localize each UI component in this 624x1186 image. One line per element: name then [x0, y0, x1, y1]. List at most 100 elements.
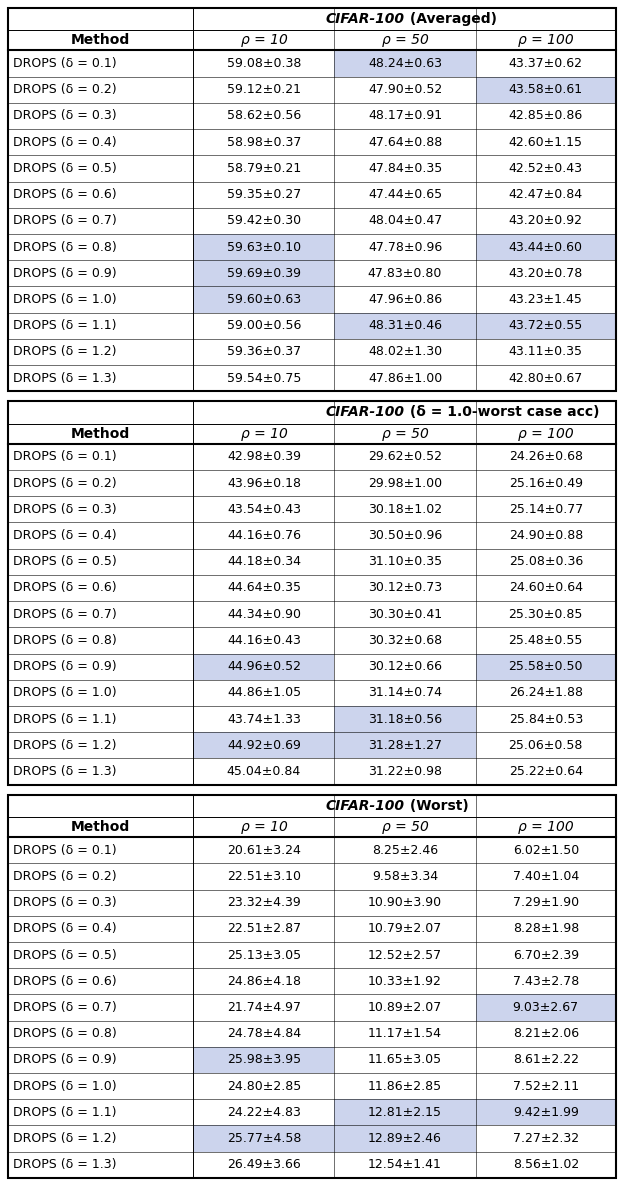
Text: DROPS (δ = 0.2): DROPS (δ = 0.2) — [13, 477, 117, 490]
Bar — [334, 575, 475, 601]
Bar — [475, 496, 616, 522]
Bar — [8, 1073, 193, 1099]
Text: 9.03±2.67: 9.03±2.67 — [513, 1001, 579, 1014]
Bar — [8, 732, 193, 758]
Text: 30.30±0.41: 30.30±0.41 — [368, 607, 442, 620]
Bar — [334, 286, 475, 313]
Text: DROPS (δ = 0.3): DROPS (δ = 0.3) — [13, 897, 117, 910]
Bar — [475, 1021, 616, 1047]
Bar — [8, 444, 193, 470]
Text: 47.86±1.00: 47.86±1.00 — [368, 371, 442, 384]
Bar — [475, 732, 616, 758]
Text: 30.18±1.02: 30.18±1.02 — [368, 503, 442, 516]
Text: DROPS (δ = 0.2): DROPS (δ = 0.2) — [13, 83, 117, 96]
Bar — [475, 77, 616, 103]
Bar — [8, 653, 193, 680]
Text: 9.42±1.99: 9.42±1.99 — [513, 1105, 578, 1118]
Text: (δ = 1.0-worst case acc): (δ = 1.0-worst case acc) — [405, 406, 599, 420]
Text: 47.96±0.86: 47.96±0.86 — [368, 293, 442, 306]
Bar — [193, 1047, 334, 1073]
Text: 43.20±0.92: 43.20±0.92 — [509, 215, 583, 228]
Bar — [193, 680, 334, 706]
Bar — [475, 653, 616, 680]
Bar — [334, 706, 475, 732]
Text: 48.24±0.63: 48.24±0.63 — [368, 57, 442, 70]
Bar — [475, 758, 616, 785]
Bar — [475, 234, 616, 260]
Bar — [8, 942, 193, 968]
Bar — [475, 470, 616, 496]
Text: 12.89±2.46: 12.89±2.46 — [368, 1133, 442, 1146]
Text: 31.18±0.56: 31.18±0.56 — [368, 713, 442, 726]
Bar — [475, 313, 616, 339]
Text: 12.54±1.41: 12.54±1.41 — [368, 1159, 442, 1172]
Bar — [334, 1047, 475, 1073]
Text: DROPS (δ = 0.4): DROPS (δ = 0.4) — [13, 135, 117, 148]
Text: 25.08±0.36: 25.08±0.36 — [509, 555, 583, 568]
Text: DROPS (δ = 0.7): DROPS (δ = 0.7) — [13, 1001, 117, 1014]
Bar — [475, 837, 616, 863]
Text: 29.98±1.00: 29.98±1.00 — [368, 477, 442, 490]
Text: 42.85±0.86: 42.85±0.86 — [509, 109, 583, 122]
Bar — [475, 181, 616, 208]
Bar — [8, 260, 193, 286]
Text: 44.34±0.90: 44.34±0.90 — [227, 607, 301, 620]
Bar — [475, 549, 616, 575]
Bar — [193, 496, 334, 522]
Bar — [193, 1021, 334, 1047]
Bar — [334, 758, 475, 785]
Text: 47.78±0.96: 47.78±0.96 — [368, 241, 442, 254]
Bar — [193, 444, 334, 470]
Bar — [475, 51, 616, 77]
Bar — [193, 627, 334, 653]
Text: 24.78±4.84: 24.78±4.84 — [227, 1027, 301, 1040]
Bar — [8, 8, 616, 391]
Bar — [475, 1047, 616, 1073]
Bar — [475, 339, 616, 365]
Bar — [334, 890, 475, 916]
Bar — [193, 968, 334, 994]
Bar — [334, 260, 475, 286]
Text: 59.12±0.21: 59.12±0.21 — [227, 83, 301, 96]
Bar — [475, 863, 616, 890]
Text: DROPS (δ = 0.9): DROPS (δ = 0.9) — [13, 1053, 117, 1066]
Text: DROPS (δ = 0.4): DROPS (δ = 0.4) — [13, 529, 117, 542]
Text: 43.96±0.18: 43.96±0.18 — [227, 477, 301, 490]
Bar — [334, 339, 475, 365]
Text: DROPS (δ = 0.6): DROPS (δ = 0.6) — [13, 189, 117, 202]
Text: DROPS (δ = 1.3): DROPS (δ = 1.3) — [13, 371, 117, 384]
Text: 24.90±0.88: 24.90±0.88 — [509, 529, 583, 542]
Bar — [8, 339, 193, 365]
Text: 24.80±2.85: 24.80±2.85 — [227, 1079, 301, 1092]
Text: 31.10±0.35: 31.10±0.35 — [368, 555, 442, 568]
Bar — [8, 601, 193, 627]
Bar — [475, 575, 616, 601]
Bar — [334, 601, 475, 627]
Text: DROPS (δ = 1.0): DROPS (δ = 1.0) — [13, 1079, 117, 1092]
Text: Method: Method — [71, 427, 130, 441]
Bar — [8, 51, 193, 77]
Text: DROPS (δ = 0.6): DROPS (δ = 0.6) — [13, 975, 117, 988]
Text: 25.13±3.05: 25.13±3.05 — [227, 949, 301, 962]
Bar — [475, 680, 616, 706]
Bar — [193, 916, 334, 942]
Bar — [193, 942, 334, 968]
Text: 42.52±0.43: 42.52±0.43 — [509, 162, 583, 174]
Bar — [334, 994, 475, 1021]
Text: 26.49±3.66: 26.49±3.66 — [227, 1159, 301, 1172]
Bar — [8, 208, 193, 234]
Bar — [8, 234, 193, 260]
Text: ρ = 50: ρ = 50 — [382, 33, 429, 47]
Bar — [334, 208, 475, 234]
Bar — [8, 496, 193, 522]
Bar — [8, 401, 616, 423]
Text: 25.30±0.85: 25.30±0.85 — [509, 607, 583, 620]
Bar — [334, 837, 475, 863]
Bar — [334, 496, 475, 522]
Text: 42.47±0.84: 42.47±0.84 — [509, 189, 583, 202]
Bar — [8, 575, 193, 601]
Bar — [193, 549, 334, 575]
Bar — [193, 77, 334, 103]
Bar — [193, 181, 334, 208]
Text: DROPS (δ = 1.2): DROPS (δ = 1.2) — [13, 739, 117, 752]
